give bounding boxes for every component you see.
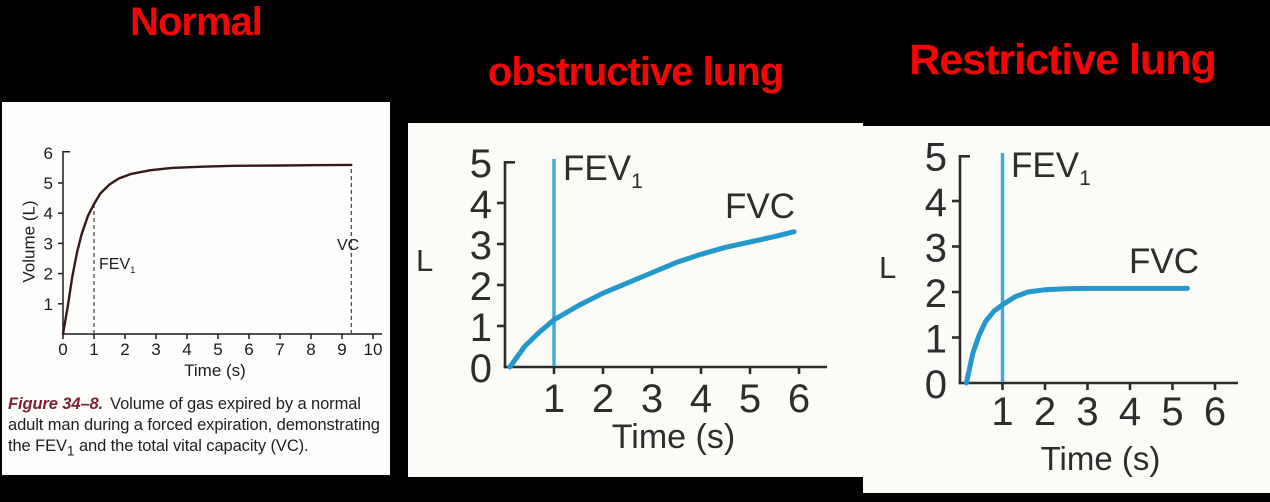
restrictive-title: Restrictive lung bbox=[909, 36, 1217, 84]
svg-text:2: 2 bbox=[1034, 390, 1056, 434]
normal-title: Normal bbox=[130, 0, 263, 44]
svg-text:4: 4 bbox=[470, 183, 492, 227]
svg-text:5: 5 bbox=[44, 174, 53, 193]
time-axis-label-normal: Time (s) bbox=[184, 361, 246, 380]
normal-spirometry-chart: 1 2 3 4 5 6 0 1 2 3 4 5 6 7 8 9 10 bbox=[44, 144, 383, 359]
svg-text:5: 5 bbox=[470, 142, 492, 186]
svg-text:3: 3 bbox=[1076, 390, 1098, 434]
svg-text:5: 5 bbox=[213, 340, 222, 359]
svg-text:1: 1 bbox=[89, 340, 98, 359]
fvc-label-obstructive: FVC bbox=[725, 187, 795, 226]
svg-text:3: 3 bbox=[44, 234, 53, 253]
svg-text:4: 4 bbox=[44, 204, 53, 223]
figure-caption: Figure 34–8. Volume of gas expired by a n… bbox=[8, 394, 385, 460]
svg-text:1: 1 bbox=[543, 377, 565, 421]
svg-text:1: 1 bbox=[44, 295, 53, 314]
l-axis-label-obstructive: L bbox=[416, 243, 434, 278]
normal-figure-panel: 1 2 3 4 5 6 0 1 2 3 4 5 6 7 8 9 10 Volume (L) FEV1 VC Ti… bbox=[2, 102, 390, 475]
svg-text:3: 3 bbox=[925, 227, 947, 271]
svg-text:1: 1 bbox=[470, 306, 492, 350]
caption-text: Volume of gas expired by a normal adult … bbox=[8, 395, 380, 459]
svg-text:2: 2 bbox=[120, 340, 129, 359]
svg-text:6: 6 bbox=[244, 340, 253, 359]
svg-text:5: 5 bbox=[739, 377, 761, 421]
vc-label: VC bbox=[337, 237, 360, 254]
svg-text:1: 1 bbox=[925, 318, 947, 362]
svg-text:7: 7 bbox=[275, 340, 284, 359]
l-axis-label-restrictive: L bbox=[879, 250, 897, 285]
caption-figure-number: Figure 34–8. bbox=[8, 395, 104, 413]
svg-text:3: 3 bbox=[470, 224, 492, 268]
svg-text:0: 0 bbox=[470, 347, 492, 391]
fev1-label-normal: FEV1 bbox=[99, 256, 136, 277]
svg-text:0: 0 bbox=[58, 340, 67, 359]
time-axis-label-restrictive: Time (s) bbox=[1040, 440, 1161, 477]
fev1-label-obstructive: FEV1 bbox=[563, 149, 643, 193]
svg-text:6: 6 bbox=[1204, 390, 1226, 434]
svg-text:6: 6 bbox=[44, 144, 53, 163]
svg-text:2: 2 bbox=[925, 272, 947, 316]
obstructive-title: obstructive lung bbox=[487, 50, 784, 94]
svg-text:5: 5 bbox=[925, 136, 947, 180]
svg-text:8: 8 bbox=[306, 340, 315, 359]
svg-text:1: 1 bbox=[991, 390, 1013, 434]
svg-text:4: 4 bbox=[182, 340, 191, 359]
svg-text:3: 3 bbox=[151, 340, 160, 359]
svg-text:3: 3 bbox=[641, 377, 663, 421]
svg-text:2: 2 bbox=[470, 265, 492, 309]
svg-text:5: 5 bbox=[1161, 390, 1183, 434]
svg-text:10: 10 bbox=[364, 340, 383, 359]
fvc-label-restrictive: FVC bbox=[1129, 242, 1199, 281]
svg-text:4: 4 bbox=[925, 181, 947, 225]
svg-text:4: 4 bbox=[690, 377, 712, 421]
svg-text:9: 9 bbox=[337, 340, 346, 359]
fev1-label-restrictive: FEV1 bbox=[1011, 146, 1091, 190]
svg-text:0: 0 bbox=[925, 363, 947, 407]
svg-text:6: 6 bbox=[788, 377, 810, 421]
svg-text:2: 2 bbox=[44, 265, 53, 284]
volume-axis-label: Volume (L) bbox=[19, 200, 39, 283]
svg-text:4: 4 bbox=[1119, 390, 1141, 434]
time-axis-label-obstructive: Time (s) bbox=[611, 418, 736, 456]
svg-text:2: 2 bbox=[592, 377, 614, 421]
